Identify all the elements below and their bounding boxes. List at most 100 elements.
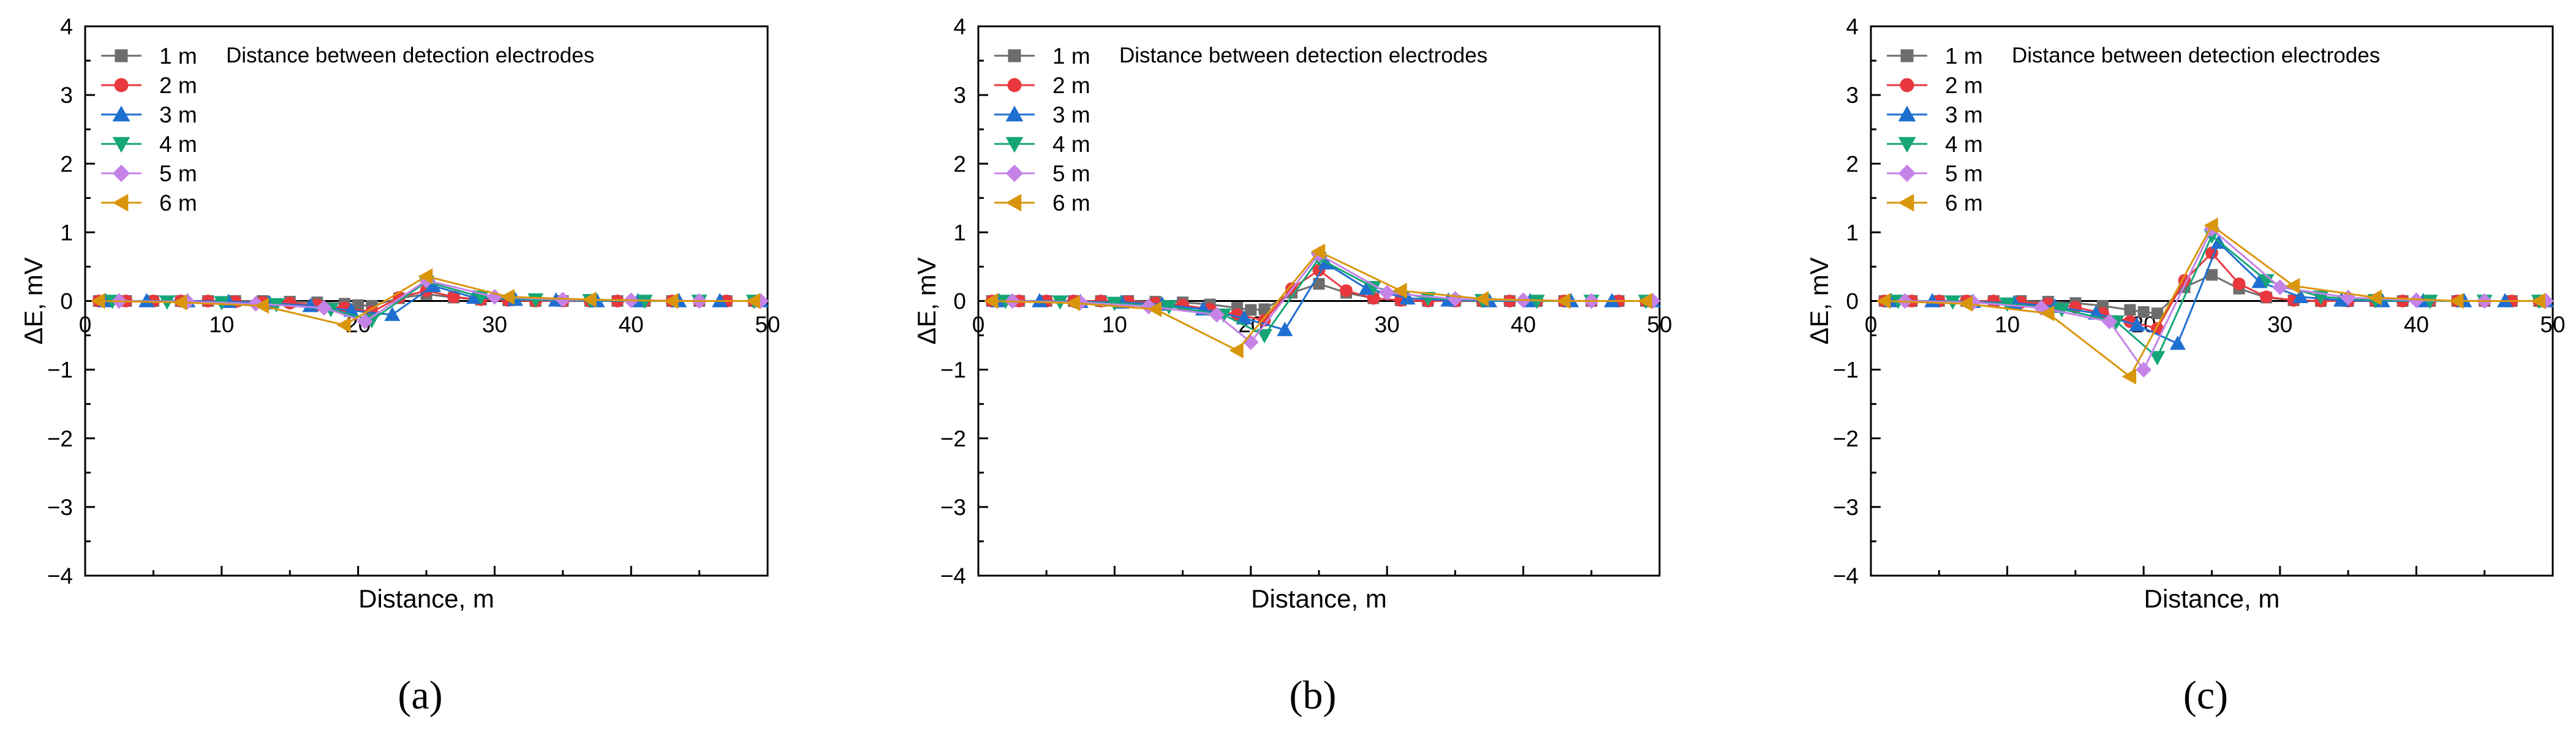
legend: 1 m 2 m 3 m 4 m 5 m 6 m Distance between detec… xyxy=(994,43,1487,216)
x-axis-label: Distance, m xyxy=(358,584,494,613)
data-point xyxy=(2232,277,2246,290)
series-line xyxy=(992,269,1646,322)
x-tick-label: 10 xyxy=(1995,312,2020,337)
legend-title: Distance between detection electrodes xyxy=(226,43,594,67)
x-tick-label: 30 xyxy=(2267,312,2292,337)
x-tick-label: 40 xyxy=(1511,312,1536,337)
x-tick-label: 30 xyxy=(482,312,507,337)
data-point xyxy=(1065,295,1080,311)
data-point xyxy=(418,268,433,285)
diamond-icon xyxy=(1898,164,1916,182)
data-point xyxy=(2053,303,2070,318)
triangle-left-icon xyxy=(112,194,129,212)
data-point xyxy=(2272,279,2288,295)
y-tick-label: 3 xyxy=(1846,83,1859,108)
legend-entry-label: 6 m xyxy=(159,190,197,216)
data-point xyxy=(663,293,679,309)
legend-entry-label: 5 m xyxy=(159,161,197,186)
data-point xyxy=(1392,282,1407,299)
square-icon xyxy=(1900,49,1914,62)
data-point xyxy=(2204,217,2218,234)
data-point xyxy=(1256,329,1273,344)
series-3 xyxy=(1883,235,2554,350)
series-6 xyxy=(91,268,760,333)
triangle-down-icon xyxy=(112,137,130,153)
legend-entry-label: 3 m xyxy=(1052,102,1090,127)
y-tick-label: −4 xyxy=(47,563,73,589)
data-point xyxy=(138,293,155,307)
x-tick-label: 0 xyxy=(1865,312,1878,337)
data-point xyxy=(2129,317,2145,331)
data-point xyxy=(2408,292,2425,309)
y-tick-label: 1 xyxy=(953,220,966,245)
circle-icon xyxy=(1007,78,1022,92)
triangle-down-icon xyxy=(1005,137,1024,153)
x-tick-label: 10 xyxy=(209,312,234,337)
data-point xyxy=(2151,307,2163,320)
data-point xyxy=(2137,306,2150,318)
y-tick-label: −1 xyxy=(940,358,966,383)
y-tick-label: 1 xyxy=(60,220,73,245)
data-point xyxy=(1399,290,1416,305)
legend-entry-label: 1 m xyxy=(159,43,197,69)
data-point xyxy=(1340,284,1353,298)
y-axis-label: ΔE, mV xyxy=(912,257,941,344)
x-tick-label: 40 xyxy=(619,312,644,337)
data-point xyxy=(2149,351,2166,366)
y-tick-label: −3 xyxy=(940,495,966,520)
data-point xyxy=(254,298,269,314)
data-point xyxy=(91,293,105,309)
data-point xyxy=(746,293,760,309)
circle-icon xyxy=(1900,78,1914,92)
legend-entry-label: 6 m xyxy=(1052,190,1090,216)
series-6 xyxy=(1876,217,2545,385)
y-tick-label: −2 xyxy=(940,426,966,451)
legend-entry-label: 1 m xyxy=(1945,43,1983,69)
series-1 xyxy=(986,277,1652,316)
diamond-icon xyxy=(1005,164,1024,182)
y-tick-label: −2 xyxy=(1833,426,1859,451)
data-point xyxy=(1310,243,1326,260)
data-point xyxy=(1556,293,1571,309)
triangle-up-icon xyxy=(112,105,130,122)
data-point xyxy=(2169,335,2186,350)
data-point xyxy=(172,294,187,310)
data-point xyxy=(1528,295,1545,309)
data-point xyxy=(1209,307,1225,323)
x-tick-label: 50 xyxy=(2540,312,2565,337)
y-tick-label: 1 xyxy=(1846,220,1859,245)
x-axis-label: Distance, m xyxy=(1251,584,1387,613)
legend-entry-label: 3 m xyxy=(159,102,197,127)
circle-icon xyxy=(114,78,129,92)
x-tick-label: 0 xyxy=(79,312,92,337)
y-tick-label: −4 xyxy=(1833,563,1859,589)
data-point xyxy=(2292,288,2309,303)
series-1 xyxy=(1878,269,2545,320)
data-point xyxy=(336,317,351,333)
y-tick-label: −3 xyxy=(47,495,73,520)
y-tick-label: 4 xyxy=(1846,14,1859,39)
data-point xyxy=(357,314,373,329)
x-tick-label: 40 xyxy=(2404,312,2429,337)
triangle-left-icon xyxy=(1005,194,1022,212)
legend-title: Distance between detection electrodes xyxy=(1119,43,1487,67)
legend-entry-label: 6 m xyxy=(1945,190,1983,216)
data-point xyxy=(384,306,401,322)
panel-label: (b) xyxy=(1290,673,1337,718)
square-icon xyxy=(115,49,128,62)
data-point xyxy=(2124,304,2136,316)
legend-entry-label: 4 m xyxy=(1052,132,1090,157)
triangle-up-icon xyxy=(1005,105,1024,122)
legend: 1 m 2 m 3 m 4 m 5 m 6 m Distance between detec… xyxy=(1887,43,2380,216)
data-point xyxy=(1229,342,1244,359)
data-point xyxy=(1379,285,1396,301)
x-axis-label: Distance, m xyxy=(2144,584,2280,613)
data-point xyxy=(1161,300,1177,315)
triangle-left-icon xyxy=(1898,194,1914,212)
y-tick-label: −3 xyxy=(1833,495,1859,520)
data-point xyxy=(316,299,332,316)
data-point xyxy=(2121,368,2137,385)
